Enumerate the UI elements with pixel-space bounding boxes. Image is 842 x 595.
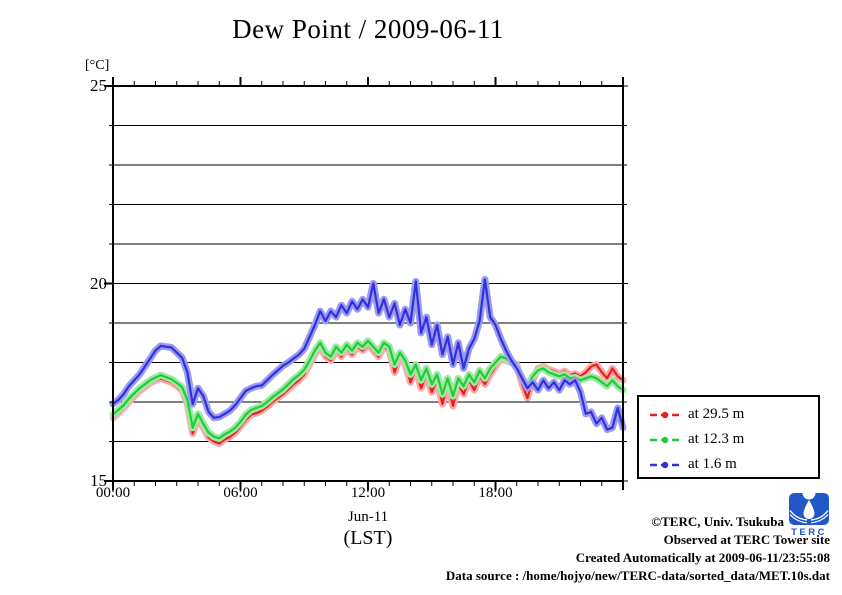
- data-source-text: Data source : /home/hojyo/new/TERC-data/…: [445, 568, 830, 583]
- copyright-text: ©TERC, Univ. Tsukuba: [651, 514, 784, 529]
- terc-logo-icon: TERC: [789, 493, 829, 538]
- x-tick-label: 00:00: [95, 485, 131, 501]
- y-tick-label: 20: [90, 273, 107, 293]
- chart-title: Dew Point / 2009-06-11: [232, 14, 504, 44]
- y-tick-label: 15: [90, 471, 107, 490]
- x-axis-timezone-label: (LST): [343, 527, 393, 549]
- legend-box: at 29.5 m at 12.3 m at 1.6 m: [637, 395, 820, 479]
- legend-label: at 1.6 m: [688, 456, 737, 472]
- legend-label: at 29.5 m: [688, 406, 745, 422]
- legend-marker-green-line-icon: [650, 436, 680, 443]
- legend-label: at 12.3 m: [688, 431, 745, 447]
- y-tick-label: 25: [90, 76, 107, 95]
- terc-logo-text: TERC: [791, 527, 827, 538]
- created-timestamp-text: Created Automatically at 2009-06-11/23:5…: [575, 550, 830, 565]
- x-axis-date-label: Jun-11: [347, 509, 389, 525]
- legend-item-12-3m: at 12.3 m: [649, 427, 818, 452]
- observed-site-text: Observed at TERC Tower site: [663, 532, 830, 547]
- x-tick-label: 18:00: [478, 485, 513, 501]
- terc-logo: TERC: [786, 492, 832, 538]
- legend-marker-red-line-icon: [650, 411, 680, 418]
- x-tick-label: 12:00: [350, 485, 386, 501]
- legend-marker-blue-line-icon: [650, 461, 680, 468]
- x-tick-label: 06:00: [223, 485, 258, 501]
- legend-item-29-5m: at 29.5 m: [649, 402, 818, 427]
- y-axis-unit-label: [°C]: [85, 58, 110, 73]
- legend-item-1-6m: at 1.6 m: [649, 452, 818, 477]
